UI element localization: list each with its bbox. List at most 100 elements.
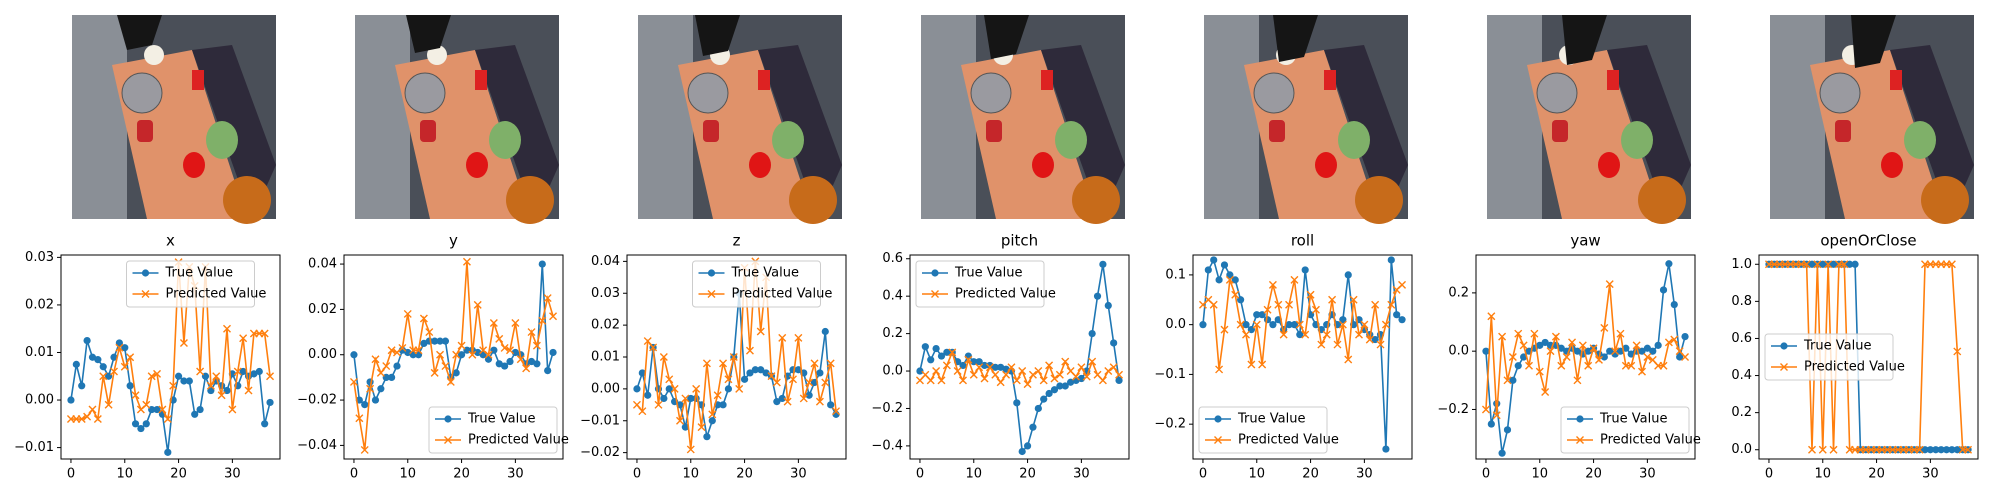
point-marker — [1039, 376, 1048, 385]
point-marker — [1562, 353, 1571, 361]
point-marker — [544, 367, 552, 375]
point-marker — [1398, 280, 1407, 289]
series-line — [1202, 279, 1403, 370]
floor — [921, 15, 976, 219]
chart-title: roll — [1291, 232, 1314, 250]
legend-label: Predicted Value — [166, 287, 267, 302]
pot — [404, 72, 446, 114]
point-marker — [762, 369, 770, 377]
point-marker — [110, 353, 118, 361]
point-marker — [1643, 344, 1651, 352]
pot — [1819, 72, 1861, 114]
legend-label: Predicted Value — [468, 433, 569, 448]
point-marker — [740, 375, 749, 383]
point-marker — [1600, 353, 1608, 361]
point-marker — [1061, 357, 1070, 366]
point-marker — [1654, 341, 1662, 349]
point-marker — [1387, 300, 1396, 309]
point-marker — [1290, 275, 1299, 284]
point-marker — [1045, 361, 1054, 370]
point-marker — [937, 352, 946, 360]
point-marker — [1253, 311, 1261, 319]
point-marker — [1050, 374, 1059, 383]
point-marker — [1104, 301, 1112, 310]
point-marker — [1851, 260, 1859, 268]
y-tick-label: −0.04 — [297, 438, 337, 453]
point-marker — [360, 445, 369, 454]
point-marker — [1551, 332, 1560, 341]
jar — [420, 120, 436, 142]
point-marker — [638, 407, 647, 416]
point-marker — [489, 319, 498, 327]
point-marker — [1670, 300, 1678, 309]
legend-label: Predicted Value — [732, 287, 833, 302]
point-marker — [724, 375, 733, 384]
point-marker — [425, 328, 434, 337]
point-marker — [1557, 344, 1565, 352]
y-tick-label: −0.4 — [871, 438, 903, 453]
point-marker — [473, 300, 482, 309]
point-marker — [638, 369, 646, 377]
point-marker — [1819, 260, 1827, 268]
x-tick-label: 20 — [1019, 467, 1036, 482]
red-item — [475, 70, 487, 90]
floor — [638, 15, 693, 219]
point-marker — [1498, 332, 1507, 341]
y-tick-label: 0.04 — [591, 254, 620, 269]
legend-marker — [1576, 415, 1584, 423]
point-marker — [654, 400, 663, 409]
point-marker — [1926, 446, 1934, 454]
point-marker — [1519, 341, 1528, 350]
point-marker — [1611, 347, 1620, 356]
basket — [506, 176, 554, 224]
point-marker — [355, 414, 364, 423]
point-marker — [403, 309, 412, 318]
point-marker — [1568, 338, 1577, 347]
point-marker — [980, 374, 989, 383]
chart-title: y — [449, 232, 458, 250]
point-marker — [1023, 380, 1032, 389]
point-marker — [1649, 347, 1657, 355]
point-marker — [88, 405, 97, 414]
x-tick-label: 0 — [1765, 467, 1773, 482]
point-marker — [1481, 405, 1490, 414]
point-marker — [1616, 329, 1625, 338]
y-tick-label: 0.01 — [25, 345, 54, 360]
basket — [1921, 176, 1969, 224]
point-marker — [1338, 320, 1347, 329]
point-marker — [1231, 276, 1239, 284]
pepper — [749, 152, 771, 178]
y-tick-label: 0.2 — [1731, 405, 1752, 420]
y-tick-label: 0.2 — [882, 326, 903, 341]
point-marker — [1050, 386, 1059, 394]
legend-label: Predicted Value — [1804, 360, 1905, 375]
point-marker — [1643, 353, 1652, 361]
point-marker — [361, 401, 369, 409]
point-marker — [388, 373, 396, 381]
point-marker — [250, 370, 258, 378]
robot-arm — [406, 15, 451, 53]
point-marker — [228, 405, 237, 414]
point-marker — [1077, 363, 1086, 372]
point-marker — [255, 367, 263, 376]
x-tick-label: 20 — [736, 467, 753, 482]
point-marker — [1600, 323, 1609, 332]
y-tick-label: −0.1 — [1154, 367, 1186, 382]
point-marker — [1915, 445, 1924, 454]
point-marker — [1589, 344, 1598, 353]
camera-image — [1487, 15, 1691, 224]
x-tick-label: 10 — [116, 467, 133, 482]
axes-frame — [909, 254, 1130, 460]
x-tick-label: 0 — [350, 467, 358, 482]
point-marker — [1056, 382, 1064, 390]
point-marker — [1236, 320, 1245, 329]
point-marker — [1808, 260, 1816, 268]
point-marker — [261, 420, 269, 428]
red-item — [1890, 70, 1902, 90]
point-marker — [131, 391, 140, 400]
x-tick-label: 20 — [1585, 467, 1602, 482]
point-marker — [1829, 260, 1838, 268]
point-marker — [1536, 341, 1544, 349]
x-tick-label: 10 — [1248, 467, 1265, 482]
point-marker — [1932, 446, 1940, 454]
